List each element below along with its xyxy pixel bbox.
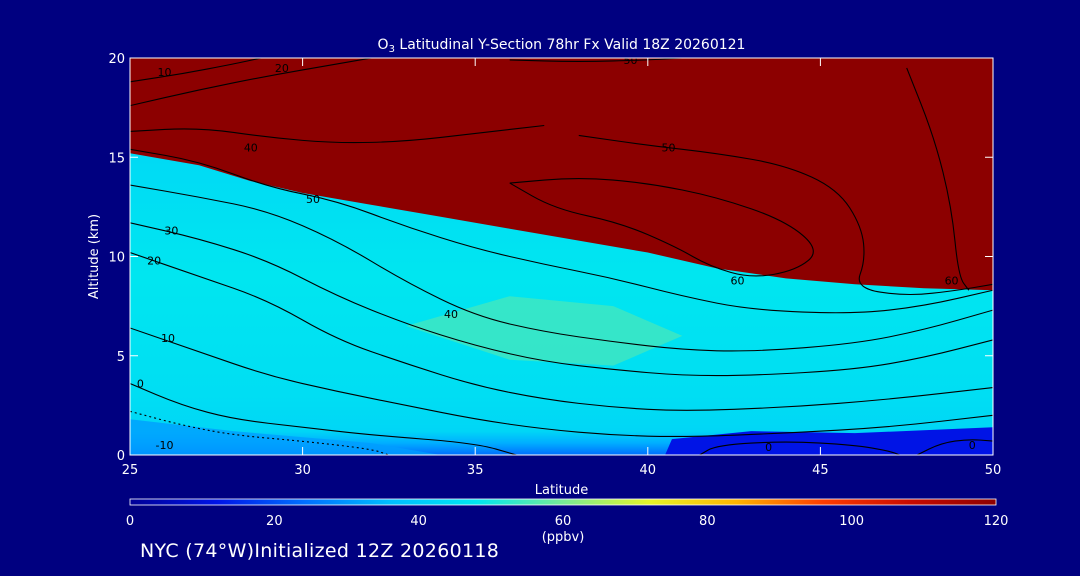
- contour-15: [906, 67, 970, 291]
- colorbar-tick-label-1: 20: [266, 514, 283, 529]
- contour-1: [130, 383, 517, 455]
- contour-label-2: 0: [765, 441, 772, 454]
- contour-6: [130, 222, 993, 377]
- contour-11: [578, 134, 993, 296]
- ozone-band-4: [130, 58, 993, 291]
- y-tick-label-2: 10: [108, 251, 125, 266]
- contour-9: [509, 178, 814, 277]
- colorbar-tick-label-2: 40: [410, 514, 427, 529]
- x-tick-label-5: 50: [985, 463, 1002, 478]
- contour-5: [130, 252, 993, 411]
- contour-label-11: 50: [662, 141, 676, 154]
- colorbar-unit: (ppbv): [542, 530, 585, 545]
- contour-label-8: 50: [306, 193, 320, 206]
- contour-label-5: 20: [147, 254, 161, 267]
- colorbar-tick-label-3: 60: [555, 514, 572, 529]
- colorbar-tick-label-4: 80: [699, 514, 716, 529]
- x-tick-label-2: 35: [467, 463, 484, 478]
- contour-0: [130, 410, 390, 455]
- x-tick-label-1: 30: [294, 463, 311, 478]
- contour-13: [130, 58, 262, 83]
- y-tick-label-1: 5: [117, 350, 125, 365]
- contour-label-3: 0: [969, 439, 976, 452]
- y-tick-label-0: 0: [117, 449, 125, 464]
- contour-3: [916, 439, 993, 455]
- contour-label-10: 40: [244, 141, 258, 154]
- y-tick-label-3: 15: [108, 151, 125, 166]
- x-tick-label-4: 45: [812, 463, 829, 478]
- contour-lines: -10 0 0 0 10 20 30 40 50 60 40 50 20 10 50 60: [130, 54, 993, 455]
- contour-label-9: 60: [731, 274, 745, 287]
- contour-12: [130, 58, 372, 107]
- y-axis-label: Altitude (km): [87, 214, 102, 299]
- contour-label-1: 0: [137, 378, 144, 391]
- contour-label-13: 10: [158, 66, 172, 79]
- surface-low-band-west: [130, 419, 441, 455]
- contour-label-4: 10: [161, 332, 175, 345]
- contour-7: [130, 184, 993, 352]
- contour-8: [130, 148, 993, 314]
- contour-label-15: 60: [945, 274, 959, 287]
- contour-label-7: 40: [444, 308, 458, 321]
- colorbar-tick-label-0: 0: [126, 514, 134, 529]
- x-tick-label-0: 25: [122, 463, 139, 478]
- contour-label-14: 50: [624, 54, 638, 67]
- footer-caption: NYC (74°W)Initialized 12Z 20260118: [140, 540, 500, 562]
- contour-label-0: -10: [156, 439, 174, 452]
- chart-title: O3 Latitudinal Y-Section 78hr Fx Valid 1…: [378, 37, 746, 55]
- contour-10: [130, 124, 545, 144]
- colorbar-tick-label-6: 120: [984, 514, 1009, 529]
- contour-2: [699, 441, 900, 455]
- x-tick-label-3: 40: [640, 463, 657, 478]
- x-axis-label: Latitude: [535, 483, 589, 498]
- y-tick-label-4: 20: [108, 52, 125, 67]
- contour-4: [130, 327, 993, 438]
- colorbar-tick-label-5: 100: [839, 514, 864, 529]
- contour-label-6: 30: [164, 225, 178, 238]
- contour-label-12: 20: [275, 62, 289, 75]
- colorbar: [129, 498, 997, 506]
